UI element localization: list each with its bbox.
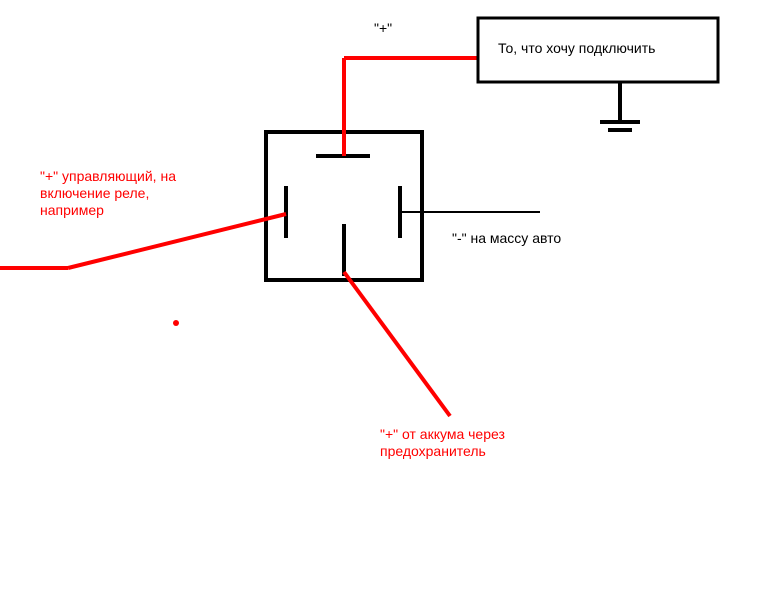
label-device: То, что хочу подключить [498, 40, 655, 57]
wire-left-diagonal [68, 214, 286, 268]
wire-bottom-diagonal [344, 272, 450, 416]
diagram-canvas [0, 0, 768, 614]
stray-dot [173, 320, 179, 326]
label-right-mass: "-" на массу авто [452, 230, 561, 247]
label-plus-top: "+" [374, 20, 392, 37]
label-left-control: "+" управляющий, на включение реле, напр… [40, 168, 176, 218]
label-bottom-fuse: "+" от аккума через предохранитель [380, 426, 505, 460]
